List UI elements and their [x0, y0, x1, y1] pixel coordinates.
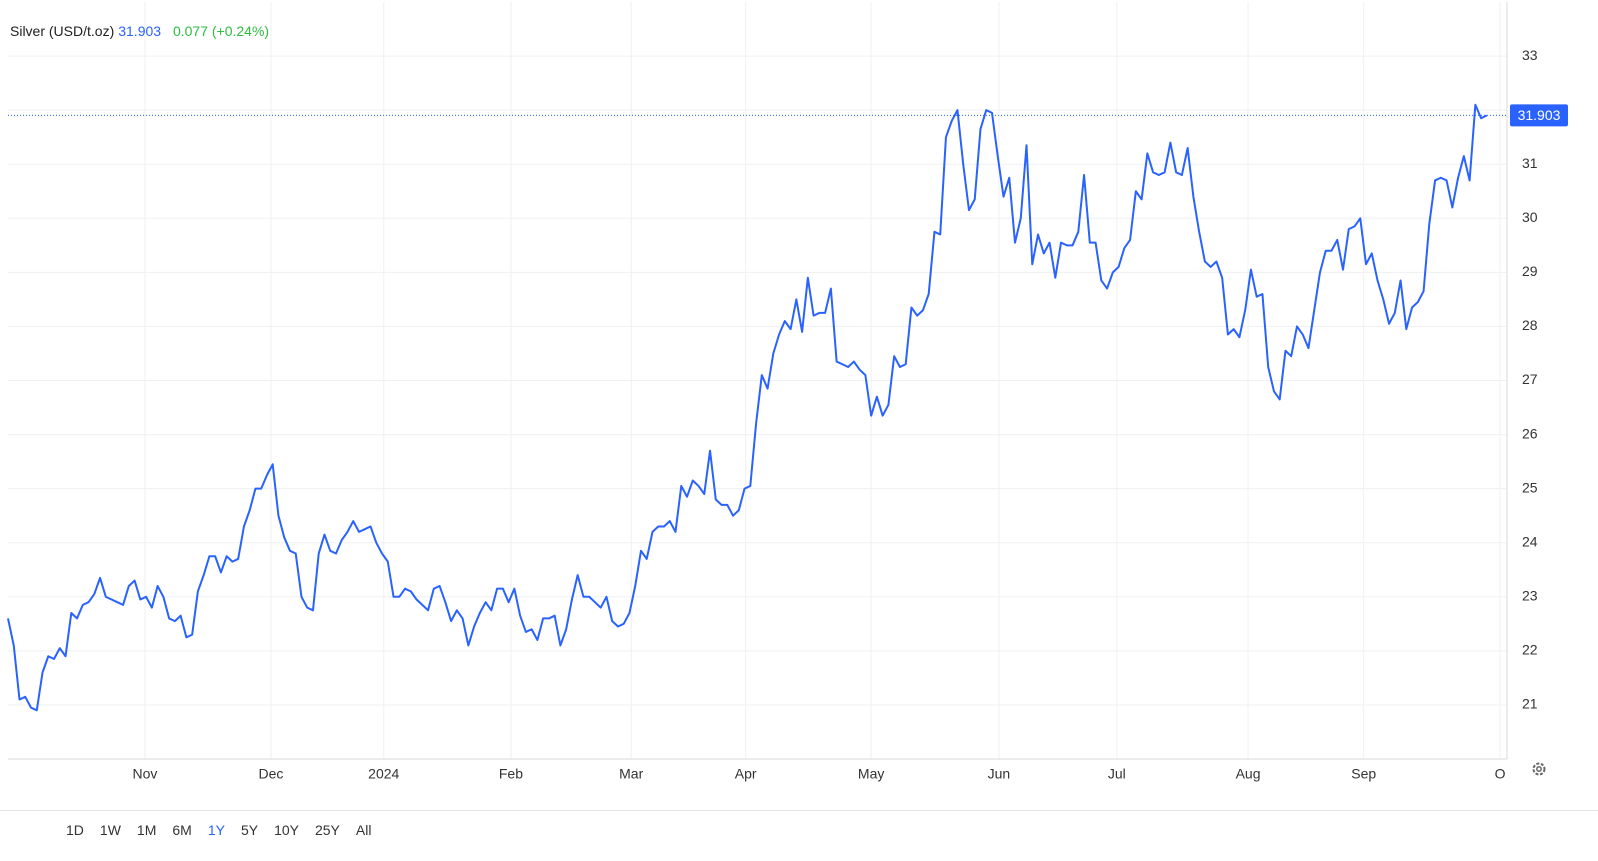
- price-change: 0.077 (+0.24%): [172, 23, 270, 39]
- price-label-box: [1510, 104, 1568, 127]
- y-tick-label: 24: [1522, 533, 1538, 549]
- x-tick-label: Aug: [1236, 766, 1261, 782]
- y-tick-label: 29: [1522, 263, 1538, 279]
- range-button[interactable]: 25Y: [314, 822, 340, 838]
- y-tick-label: 22: [1522, 642, 1538, 658]
- y-tick-label: 33: [1522, 47, 1538, 63]
- range-button[interactable]: 1M: [136, 822, 157, 838]
- last-price: 31.903: [118, 23, 162, 39]
- range-buttons: 1D 1W 1M 6M 1Y 5Y 10Y 25Y All: [58, 822, 379, 838]
- x-tick-label: Nov: [132, 766, 157, 782]
- x-tick-label: Jul: [1108, 766, 1126, 782]
- y-tick-label: 23: [1522, 587, 1538, 603]
- range-button[interactable]: 10Y: [274, 822, 299, 838]
- x-tick-label: Sep: [1351, 766, 1376, 782]
- x-tick-label: Feb: [499, 766, 523, 782]
- footer: 1D 1W 1M 6M 1Y 5Y 10Y 25Y All: [0, 810, 1598, 861]
- y-tick-label: 28: [1522, 317, 1538, 333]
- x-tick-label: Jun: [988, 766, 1011, 782]
- range-button[interactable]: All: [355, 822, 372, 838]
- y-tick-label: 26: [1522, 425, 1538, 441]
- settings-icon[interactable]: [1529, 759, 1549, 779]
- x-tick-label: Apr: [735, 766, 757, 782]
- range-button[interactable]: 6M: [172, 822, 192, 838]
- chart: Nov Dec 2024 Feb Mar Apr May Jun Jul Aug Sep O 21 22 2…: [7, 2, 1568, 782]
- x-tick-label: May: [858, 766, 884, 782]
- price-label: 31.903: [1518, 107, 1561, 123]
- range-button[interactable]: 5Y: [240, 822, 259, 838]
- x-tick-label: O: [1495, 766, 1506, 782]
- instrument-name: Silver (USD/t.oz): [10, 23, 115, 39]
- y-tick-label: 30: [1522, 209, 1538, 225]
- x-tick-label: Dec: [259, 766, 284, 782]
- range-button[interactable]: 1D: [66, 822, 84, 838]
- price-line: [7, 103, 1488, 712]
- y-tick-label: 27: [1522, 371, 1538, 387]
- range-button[interactable]: 1W: [99, 822, 121, 838]
- y-tick-label: 31: [1522, 155, 1538, 171]
- x-tick-label: Mar: [619, 766, 643, 782]
- range-button[interactable]: 1Y: [207, 822, 225, 838]
- y-tick-label: 25: [1522, 479, 1538, 495]
- y-tick-label: 21: [1522, 696, 1538, 712]
- header: Silver (USD/t.oz) 31.903 0.077 (+0.24%): [10, 23, 273, 39]
- x-tick-label: 2024: [368, 766, 399, 782]
